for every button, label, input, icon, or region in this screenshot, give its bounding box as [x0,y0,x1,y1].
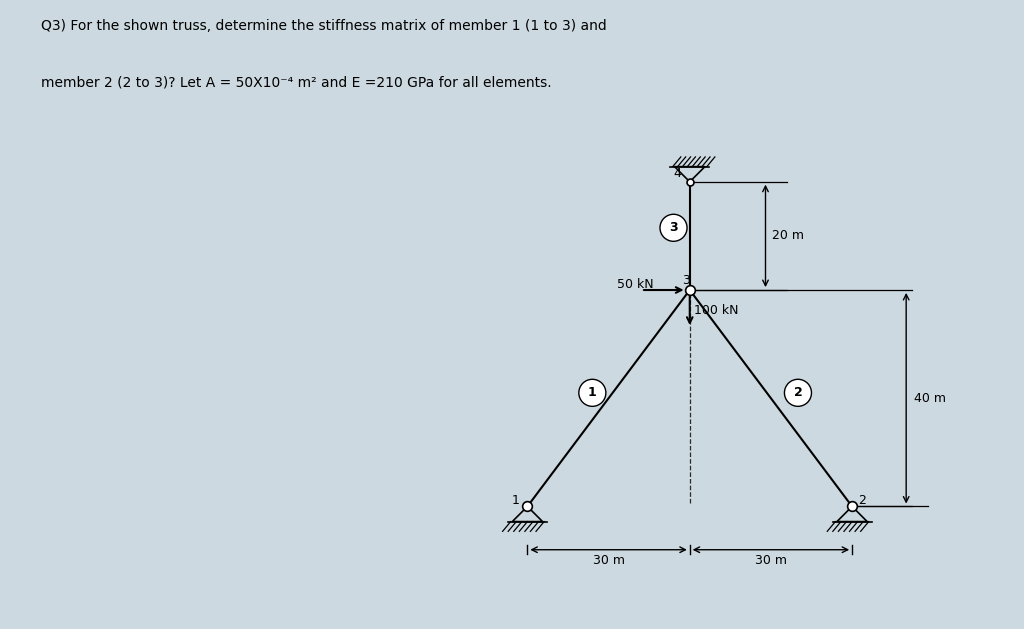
Text: 1: 1 [511,494,519,507]
Text: 20 m: 20 m [772,230,804,242]
Circle shape [784,379,811,406]
Text: 3: 3 [682,274,689,287]
Text: 3: 3 [670,221,678,234]
Circle shape [579,379,606,406]
Text: member 2 (2 to 3)? Let A = 50X10⁻⁴ m² and E =210 GPa for all elements.: member 2 (2 to 3)? Let A = 50X10⁻⁴ m² an… [41,75,552,89]
Text: 2: 2 [858,494,866,507]
Text: Q3) For the shown truss, determine the stiffness matrix of member 1 (1 to 3) and: Q3) For the shown truss, determine the s… [41,19,606,33]
Text: 100 kN: 100 kN [693,304,738,318]
Text: 4: 4 [674,167,681,181]
Text: 1: 1 [588,386,597,399]
Text: 50 kN: 50 kN [616,279,653,291]
Text: 40 m: 40 m [914,392,946,404]
Text: 30 m: 30 m [755,554,786,567]
Circle shape [660,214,687,242]
Text: 30 m: 30 m [593,554,625,567]
Text: 2: 2 [794,386,803,399]
